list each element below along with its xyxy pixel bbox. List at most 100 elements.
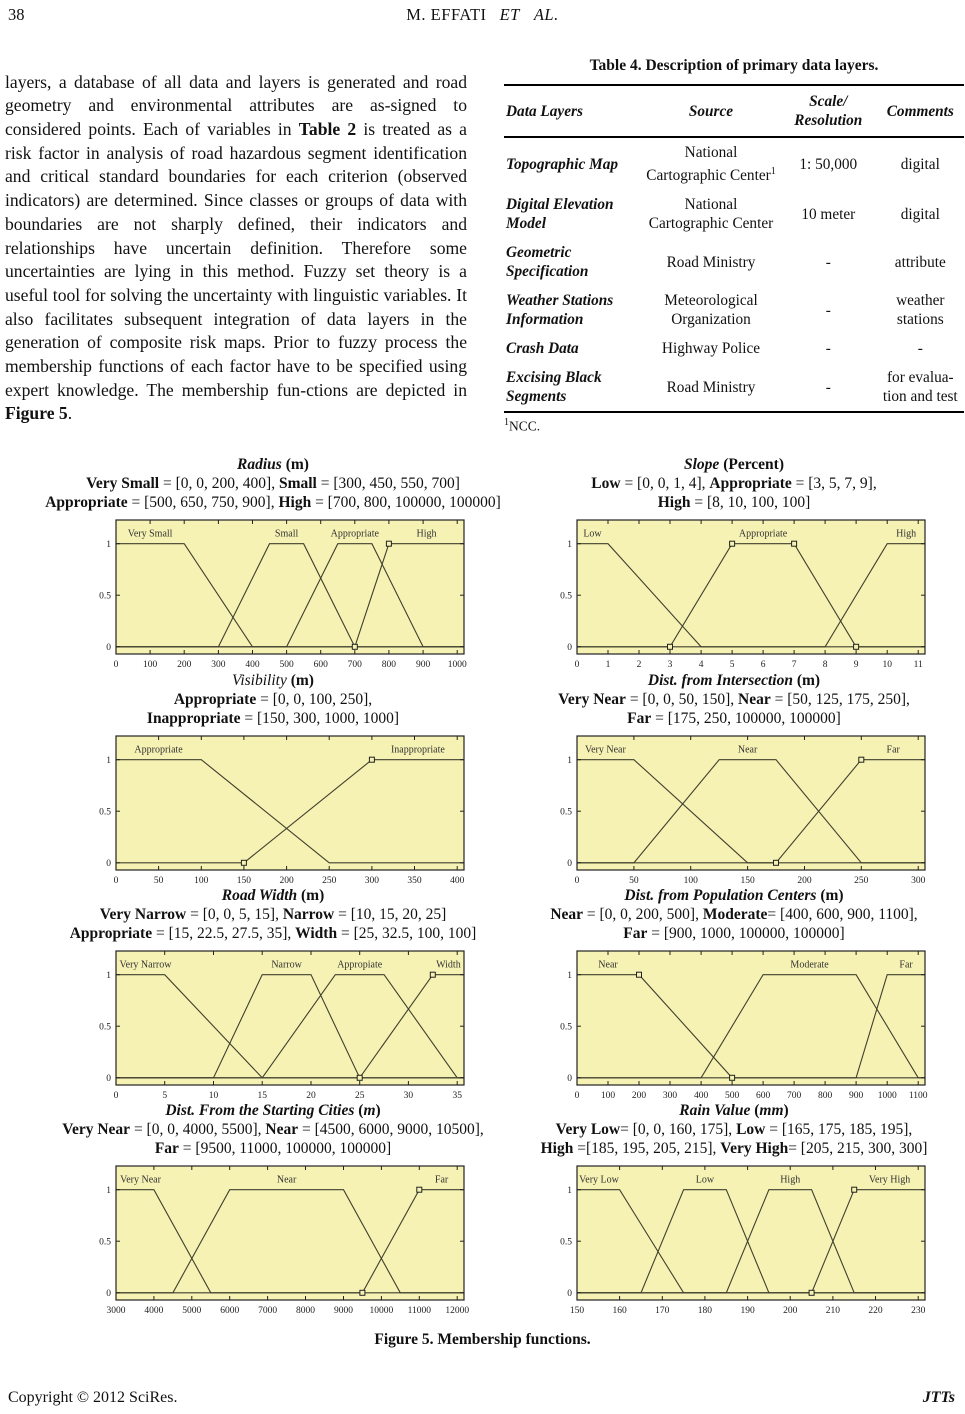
svg-text:30: 30 <box>404 1091 414 1101</box>
cell-source: Road Ministry <box>642 363 780 414</box>
svg-text:0: 0 <box>575 1091 580 1101</box>
svg-text:190: 190 <box>740 1306 755 1316</box>
text-segment: Table 2 <box>298 119 357 139</box>
svg-text:150: 150 <box>570 1306 585 1316</box>
chart-title: Visibility (m) <box>38 671 508 690</box>
svg-text:220: 220 <box>868 1306 883 1316</box>
svg-text:1: 1 <box>106 1186 111 1196</box>
svg-text:8: 8 <box>823 660 828 670</box>
text-segment: Figure 5 <box>5 403 68 424</box>
svg-text:400: 400 <box>694 1091 709 1101</box>
text-segment: = [0, 0, 1, 4], <box>620 475 710 492</box>
svg-text:35: 35 <box>452 1091 462 1101</box>
text-segment: m <box>363 1102 376 1119</box>
svg-text:25: 25 <box>355 1091 365 1101</box>
table4-title: Table 4. Description of primary data lay… <box>589 57 879 74</box>
text-segment: Far <box>154 1140 179 1157</box>
text-segment: Far <box>623 925 648 942</box>
svg-text:210: 210 <box>826 1306 841 1316</box>
svg-text:100: 100 <box>684 876 699 886</box>
text-segment: = [0, 0, 200, 500], <box>583 906 703 923</box>
text-segment: (m) <box>286 672 314 689</box>
text-segment: Near <box>550 906 584 923</box>
text-segment: = [8, 10, 100, 100] <box>690 494 811 511</box>
svg-text:0: 0 <box>106 1074 111 1084</box>
svg-text:400: 400 <box>245 660 260 670</box>
svg-text:1100: 1100 <box>909 1091 928 1101</box>
chart-title: Slope (Percent) <box>505 455 963 474</box>
chart-params-line: Very Near = [0, 0, 50, 150], Near = [50,… <box>505 690 963 709</box>
svg-text:500: 500 <box>279 660 294 670</box>
svg-text:0: 0 <box>575 660 580 670</box>
text-segment: Appropriate <box>709 475 792 492</box>
figure5-caption: Figure 5. Membership functions. <box>374 1331 591 1348</box>
svg-text:200: 200 <box>783 1306 798 1316</box>
cell-layer: Crash Data <box>506 340 579 358</box>
source-footnote-marker: 1 <box>770 166 776 177</box>
svg-text:0.5: 0.5 <box>99 591 111 601</box>
svg-text:50: 50 <box>629 876 639 886</box>
cell-scale: - <box>780 363 877 414</box>
svg-text:5: 5 <box>730 660 735 670</box>
chart-title: Road Width (m) <box>38 886 508 905</box>
svg-text:7000: 7000 <box>258 1306 277 1316</box>
text-segment: Dist. From the Starting Cities <box>165 1102 355 1119</box>
text-segment: High <box>278 494 312 511</box>
cell-scale: 1: 50,000 <box>799 155 858 173</box>
cell-comments: weather stations <box>896 292 945 329</box>
cell-comments: attribute <box>894 253 946 271</box>
chart-title: Dist. from Intersection (m) <box>505 671 963 690</box>
text-segment: Road Width <box>221 887 298 904</box>
membership-plot-dist-intersection: 0 50 100 150 200 250 300 0 0.5 1 Very Near Near Far <box>560 735 926 886</box>
svg-text:50: 50 <box>154 876 164 886</box>
svg-text:0: 0 <box>106 1289 111 1299</box>
chart-block-rain-value: Rain Value (mm) Very Low= [0, 0, 160, 175… <box>505 1101 963 1324</box>
svg-text:800: 800 <box>818 1091 833 1101</box>
body-paragraph: layers, a database of all data and layer… <box>5 71 467 427</box>
text-segment: = [0, 0, 50, 150], <box>625 691 739 708</box>
cell-source: National Cartographic Center <box>648 196 774 233</box>
svg-text:Far: Far <box>435 1174 449 1185</box>
table-header: Data Layers Source Scale/Resolution Comment… <box>504 85 964 138</box>
svg-text:300: 300 <box>365 876 380 886</box>
svg-text:200: 200 <box>632 1091 647 1101</box>
table4-footnote: 1NCC. <box>504 417 964 435</box>
copyright-notice: Copyright © 2012 SciRes. <box>8 1389 178 1406</box>
svg-text:1000: 1000 <box>878 1091 897 1101</box>
text-segment: ( <box>750 1102 760 1119</box>
svg-text:0.5: 0.5 <box>560 807 572 817</box>
chart-block-visibility: Visibility (m) Appropriate = [0, 0, 100, … <box>38 671 508 894</box>
text-segment: mm <box>759 1102 784 1119</box>
text-segment: = [300, 450, 550, 700] <box>316 475 460 492</box>
svg-text:3000: 3000 <box>107 1306 126 1316</box>
chart-title: Rain Value (mm) <box>505 1101 963 1120</box>
text-segment: = [10, 15, 20, 25] <box>334 906 447 923</box>
svg-text:0: 0 <box>567 1074 572 1084</box>
svg-text:Far: Far <box>887 744 901 755</box>
svg-text:Near: Near <box>277 1174 297 1185</box>
text-segment: Dist. from Population Centers <box>624 887 817 904</box>
text-segment: Very High <box>720 1140 789 1157</box>
cell-comments: for evalua-tion and test <box>876 363 964 414</box>
svg-text:300: 300 <box>911 876 926 886</box>
text-segment: = [700, 800, 100000, 100000] <box>311 494 501 511</box>
cell-scale: - <box>825 253 831 271</box>
text-segment: ( <box>354 1102 364 1119</box>
text-segment: = [4500, 6000, 9000, 10500], <box>298 1121 484 1138</box>
svg-text:700: 700 <box>348 660 363 670</box>
table-row: Excising Black Segments Road Ministry - for… <box>504 363 964 414</box>
chart-params-line: Low = [0, 0, 1, 4], Appropriate = [3, 5,… <box>505 474 963 493</box>
svg-text:1: 1 <box>567 971 572 981</box>
cell-comments: digital <box>900 155 940 173</box>
svg-text:5000: 5000 <box>182 1306 201 1316</box>
svg-text:10: 10 <box>882 660 892 670</box>
text-segment: Appropriate <box>69 925 153 942</box>
svg-text:Very Near: Very Near <box>585 744 626 755</box>
table-header-cell: Comments <box>876 85 964 138</box>
svg-text:0: 0 <box>114 1091 119 1101</box>
cell-scale: - <box>825 340 831 358</box>
chart-block-slope: Slope (Percent) Low = [0, 0, 1, 4], Appro… <box>505 455 963 678</box>
svg-text:15: 15 <box>257 1091 267 1101</box>
svg-text:6000: 6000 <box>220 1306 239 1316</box>
text-segment: = [0, 0, 100, 250], <box>256 691 373 708</box>
